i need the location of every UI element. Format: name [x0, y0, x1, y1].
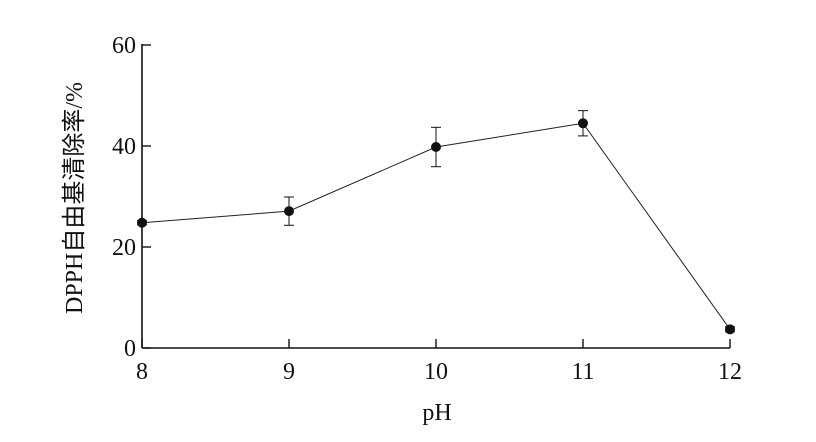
data-point [431, 142, 441, 153]
x-tick-label: 12 [718, 359, 742, 385]
axes [141, 44, 730, 349]
x-tick-label: 8 [136, 359, 148, 385]
data-point [725, 324, 735, 335]
x-tick-label: 9 [283, 359, 295, 385]
series [137, 110, 735, 335]
x-tick-label: 11 [571, 359, 594, 385]
y-tick-label: 60 [112, 33, 136, 59]
data-point [284, 206, 294, 217]
data-point [137, 217, 147, 228]
y-tick-label: 20 [112, 235, 136, 261]
y-tick-label: 0 [124, 336, 136, 362]
x-axis-label: pH [422, 400, 451, 426]
data-point [578, 118, 588, 129]
x-tick-label: 10 [424, 359, 448, 385]
y-tick-label: 40 [112, 134, 136, 160]
ticks: 0 20 40 60 8 9 10 11 12 [112, 33, 742, 385]
y-axis-label: DPPH自由基清除率/% [61, 82, 88, 314]
